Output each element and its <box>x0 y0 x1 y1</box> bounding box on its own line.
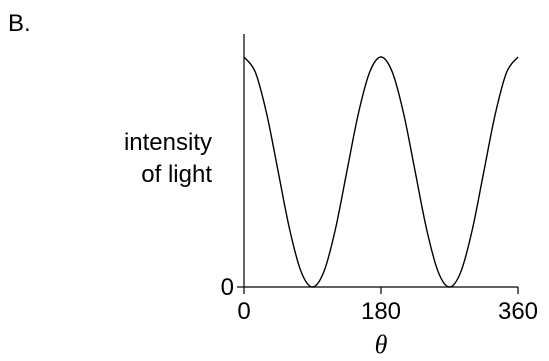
intensity-curve <box>243 56 519 288</box>
x-tick-label: 0 <box>237 298 250 325</box>
ticks: 0 180 360 0 θ <box>221 274 538 359</box>
x-tick-label: 360 <box>498 298 538 325</box>
y-tick-label: 0 <box>221 274 234 301</box>
axes <box>243 34 518 288</box>
series-group <box>243 56 519 288</box>
x-axis-label: θ <box>375 330 388 359</box>
y-axis-label-line-2: of light <box>141 161 212 188</box>
x-tick-label: 180 <box>361 298 401 325</box>
panel-label: B. <box>8 10 31 37</box>
y-axis-label-line-1: intensity <box>123 129 212 156</box>
